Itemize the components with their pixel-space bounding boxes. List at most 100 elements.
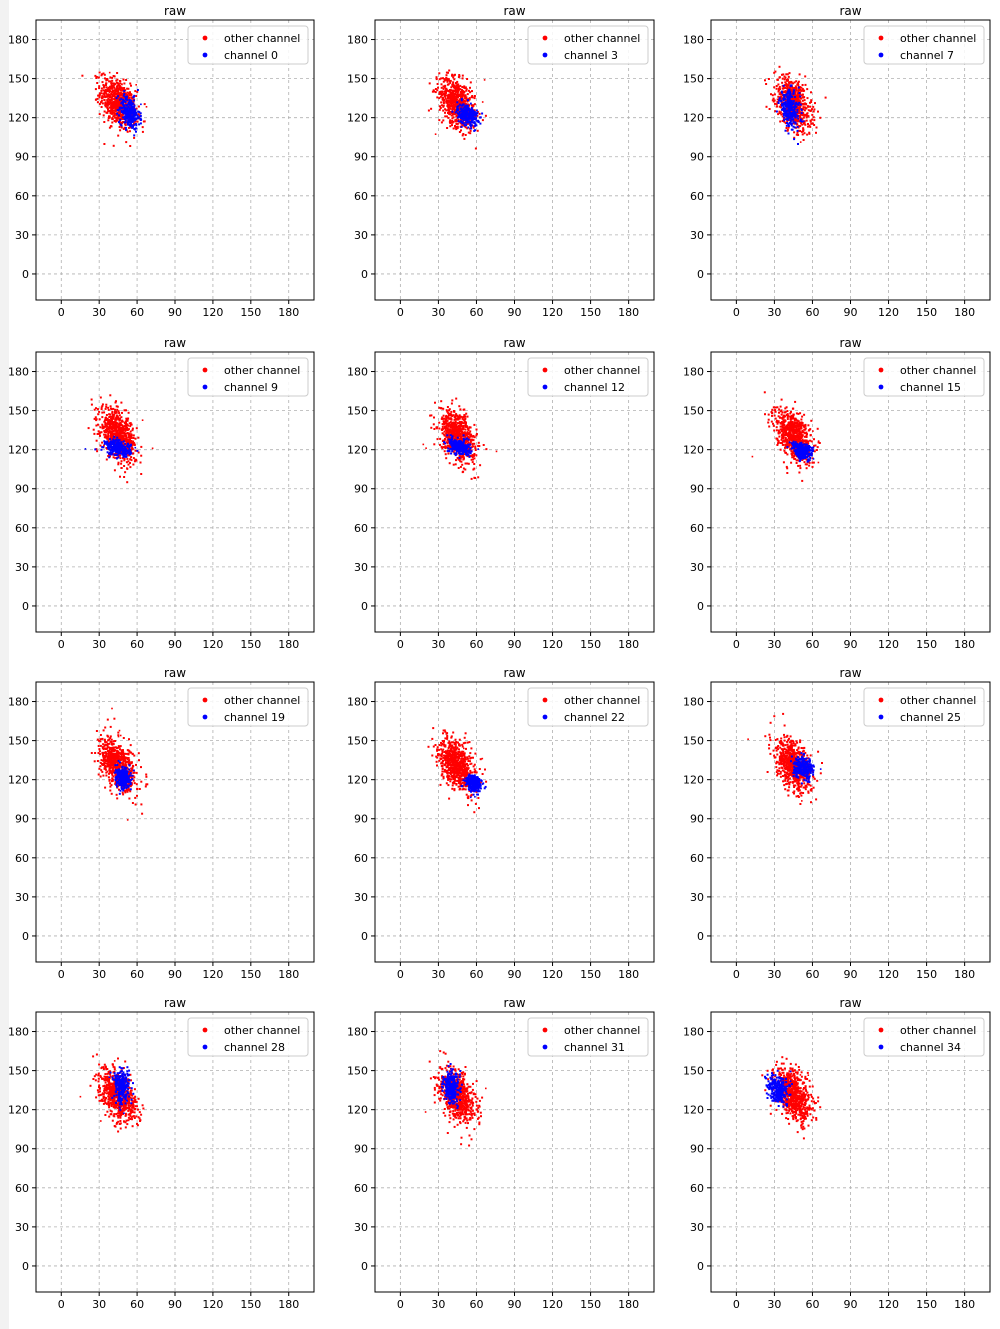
scatter-point (110, 102, 113, 105)
scatter-point (102, 72, 105, 75)
scatter-point (798, 101, 801, 104)
y-tick-label: 60 (15, 190, 29, 203)
y-tick-label: 0 (22, 600, 29, 613)
scatter-point (93, 417, 96, 420)
scatter-point (124, 101, 127, 103)
scatter-point (135, 130, 137, 133)
scatter-point (124, 442, 127, 445)
scatter-point (461, 117, 464, 120)
scatter-point (130, 84, 132, 87)
scatter-point (123, 87, 126, 89)
scatter-point (98, 94, 101, 96)
scatter-point (457, 120, 460, 123)
scatter-point (461, 431, 464, 433)
scatter-point (125, 461, 128, 464)
scatter-point (96, 433, 99, 435)
scatter-point (125, 141, 128, 144)
scatter-point (111, 76, 114, 79)
scatter-point (452, 450, 455, 453)
x-tick-label: 60 (130, 306, 144, 319)
scatter-point (793, 111, 796, 114)
scatter-point (802, 130, 805, 133)
scatter-point (819, 116, 822, 119)
scatter-point (460, 435, 462, 438)
scatter-point (436, 438, 439, 441)
scatter-point (110, 82, 113, 85)
scatter-point (468, 455, 471, 458)
scatter-point (444, 420, 447, 423)
scatter-point (132, 463, 135, 466)
scatter-point (777, 87, 780, 90)
scatter-point (470, 455, 473, 458)
scatter-point (793, 122, 796, 125)
scatter-point (797, 110, 800, 113)
scatter-point (102, 89, 105, 92)
legend-marker (878, 52, 884, 58)
scatter-point (433, 90, 436, 93)
scatter-point (474, 449, 477, 451)
scatter-point (785, 93, 788, 96)
scatter-point (129, 82, 132, 85)
legend-label: channel 7 (900, 49, 954, 62)
scatter-point (111, 105, 114, 108)
scatter-point (103, 121, 106, 123)
scatter-point (449, 81, 452, 84)
scatter-point (122, 428, 125, 431)
scatter-point (467, 427, 469, 430)
scatter-point (473, 117, 476, 119)
scatter-point (794, 86, 797, 89)
scatter-point (95, 407, 97, 410)
scatter-point (151, 447, 154, 450)
scatter-point (128, 454, 131, 457)
scatter-point (87, 427, 90, 430)
scatter-point (106, 451, 109, 454)
scatter-point (466, 120, 469, 123)
x-tick-label: 30 (431, 306, 445, 319)
scatter-point (464, 121, 467, 124)
scatter-point (452, 108, 455, 110)
scatter-point (467, 437, 470, 440)
scatter-point (473, 423, 476, 426)
scatter-point (103, 433, 106, 436)
scatter-point (465, 104, 468, 107)
scatter-point (131, 109, 134, 112)
scatter-point (800, 112, 803, 115)
scatter-point (114, 457, 116, 459)
scatter-point (111, 87, 114, 90)
scatter-point (115, 421, 118, 424)
scatter-point (120, 441, 123, 444)
scatter-point (126, 445, 129, 448)
scatter-point (783, 78, 786, 81)
scatter-point (462, 424, 465, 427)
scatter-point (439, 105, 441, 108)
scatter-point (103, 431, 106, 433)
scatter-point (128, 433, 131, 436)
scatter-point (780, 113, 783, 116)
scatter-point (463, 457, 465, 460)
scatter-point (474, 477, 477, 479)
scatter-point (454, 102, 457, 105)
scatter-point (792, 107, 795, 110)
scatter-point (783, 84, 786, 87)
scatter-point (796, 99, 799, 102)
scatter-point (452, 81, 455, 84)
scatter-point (468, 97, 471, 100)
scatter-point (459, 442, 462, 444)
scatter-point (120, 452, 123, 455)
scatter-point (101, 416, 104, 419)
scatter-point (436, 83, 439, 85)
scatter-point (473, 454, 475, 457)
scatter-point (127, 428, 130, 431)
scatter-point (789, 110, 792, 113)
scatter-point (126, 452, 129, 455)
scatter-point (456, 112, 459, 115)
scatter-point (436, 96, 439, 99)
scatter-point (450, 86, 453, 89)
scatter-point (786, 129, 789, 132)
scatter-point (473, 457, 476, 460)
scatter-point (107, 439, 110, 442)
scatter-point (460, 100, 463, 103)
scatter-point (467, 89, 470, 92)
scatter-point (473, 95, 476, 97)
scatter-point (781, 107, 784, 110)
